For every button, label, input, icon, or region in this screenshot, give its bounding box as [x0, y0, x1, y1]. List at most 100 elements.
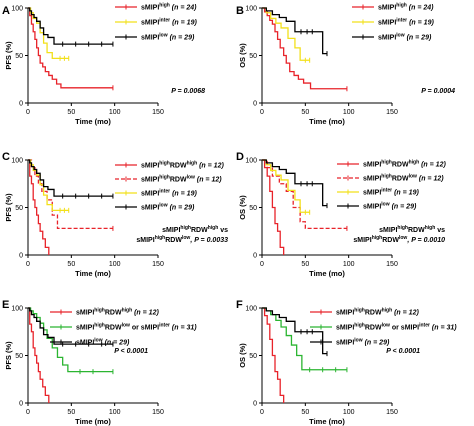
x-tick-label: 100: [343, 109, 355, 116]
legend-entry: sMIPIinter (n = 19): [378, 18, 434, 27]
annot-part: P = 0.0004: [421, 88, 455, 95]
legend-entry: sMIPIhigh (n = 24): [141, 3, 197, 12]
legend-label-base: sMIPI: [378, 5, 396, 12]
legend-label-base: sMIPI: [336, 325, 354, 332]
x-axis-title: Time (mo): [309, 417, 345, 426]
p-value-annotation: P = 0.0068: [171, 88, 205, 95]
x-tick-label: 100: [109, 261, 121, 268]
y-tick-label: 100: [11, 6, 23, 13]
x-tick-label: 50: [67, 409, 75, 416]
legend-sup: high: [354, 323, 365, 329]
legend-n: (n = 12): [132, 310, 159, 317]
y-tick-label: 0: [19, 401, 23, 408]
x-tick-label: 50: [67, 261, 75, 268]
annot-part: , P = 0.0010: [406, 237, 445, 244]
legend-sup2: low: [409, 174, 417, 180]
legend-label-base: sMIPI: [378, 35, 396, 42]
legend-sup: high: [396, 3, 407, 9]
legend-sup: high: [381, 160, 392, 166]
km-curve-1: [28, 159, 50, 255]
legend-n: (n = 19): [407, 20, 434, 27]
legend-n: (n = 31): [170, 325, 197, 332]
km-curve-1: [28, 7, 113, 89]
annot-sup: high: [425, 225, 436, 231]
annot-part: P = 0.0068: [171, 88, 205, 95]
legend-label-base: sMIPI: [363, 162, 381, 169]
km-curve-4: [28, 159, 113, 197]
x-tick-label: 0: [26, 261, 30, 268]
legend-sup: low: [354, 338, 362, 344]
x-tick-label: 50: [301, 109, 309, 116]
legend-n: (n = 29): [405, 35, 432, 42]
legend-entry: sMIPIhighRDWlow (n = 12): [363, 174, 444, 183]
legend-n: (n = 31): [430, 325, 457, 332]
panel-letter: C: [2, 151, 10, 163]
y-tick-label: 50: [249, 353, 257, 360]
legend-label-base: sMIPI: [363, 204, 381, 211]
x-tick-label: 0: [260, 409, 264, 416]
legend-rdw: RDW: [105, 310, 122, 317]
legend-sup: high: [159, 175, 170, 181]
legend-sup: low: [396, 33, 404, 39]
legend-entry: sMIPIinter (n = 19): [141, 18, 197, 27]
y-tick-label: 0: [19, 101, 23, 108]
km-curve-3: [28, 307, 113, 345]
annot-part: P < 0.0001: [114, 348, 148, 355]
x-tick-label: 0: [26, 109, 30, 116]
legend-n: (n = 29): [168, 35, 195, 42]
y-axis-title: PFS (%): [4, 193, 13, 222]
legend-label-base: sMIPI: [141, 20, 159, 27]
legend-sup: high: [94, 323, 105, 329]
legend-sup: high: [159, 161, 170, 167]
p-value-annotation: sMIPIhighRDWlow, P = 0.0033: [136, 235, 228, 244]
annot-part: sMIPI: [353, 237, 371, 244]
km-curve-1: [28, 307, 50, 403]
y-axis-title: OS (%): [238, 43, 247, 68]
km-curve-2: [28, 307, 113, 373]
x-tick-label: 0: [26, 409, 30, 416]
legend-sup2: low: [187, 175, 195, 181]
legend-n: (n = 29): [103, 340, 130, 347]
km-curve-4: [262, 159, 327, 207]
legend-sup: low: [94, 338, 102, 344]
y-tick-label: 0: [253, 101, 257, 108]
legend-entry: sMIPIhighRDWlow or sMIPIinter (n = 31): [76, 323, 197, 332]
x-tick-label: 50: [67, 109, 75, 116]
legend-label-base: sMIPI: [76, 310, 94, 317]
p-value-annotation: sMIPIhighRDWhigh vs: [162, 225, 228, 234]
annot-sup: high: [180, 225, 191, 231]
x-tick-label: 100: [343, 409, 355, 416]
km-curve-1: [262, 159, 285, 255]
legend-sup: high: [94, 308, 105, 314]
x-axis-title: Time (mo): [309, 117, 345, 126]
km-curve-3: [262, 307, 327, 355]
legend-rdw: RDW: [392, 176, 409, 183]
legend-sup: inter: [396, 18, 407, 24]
x-tick-label: 100: [109, 109, 121, 116]
p-value-annotation: P = 0.0004: [421, 88, 455, 95]
p-value-annotation: sMIPIhighRDWlow, P = 0.0010: [353, 235, 445, 244]
km-curve-2: [28, 159, 113, 230]
legend-label-base: sMIPI: [141, 191, 159, 198]
legend-rdw: RDW: [170, 163, 187, 170]
y-tick-label: 0: [19, 253, 23, 260]
legend-entry: sMIPIinter (n = 19): [141, 189, 197, 198]
legend-n: (n = 29): [363, 340, 390, 347]
legend-label-base: sMIPI: [76, 325, 94, 332]
legend-label-base: sMIPI: [378, 20, 396, 27]
annot-sup: high: [372, 235, 383, 241]
legend-n: (n = 19): [170, 20, 197, 27]
legend-label-base: sMIPI: [363, 176, 381, 183]
y-tick-label: 50: [15, 205, 23, 212]
x-tick-label: 150: [386, 109, 398, 116]
y-tick-label: 50: [15, 353, 23, 360]
legend-entry: sMIPIinter (n = 19): [363, 188, 419, 197]
legend-sup: low: [381, 202, 389, 208]
legend-sup2: high: [409, 160, 420, 166]
panel-letter: D: [236, 151, 244, 163]
legend-sup: high: [159, 3, 170, 9]
y-tick-label: 100: [245, 158, 257, 165]
